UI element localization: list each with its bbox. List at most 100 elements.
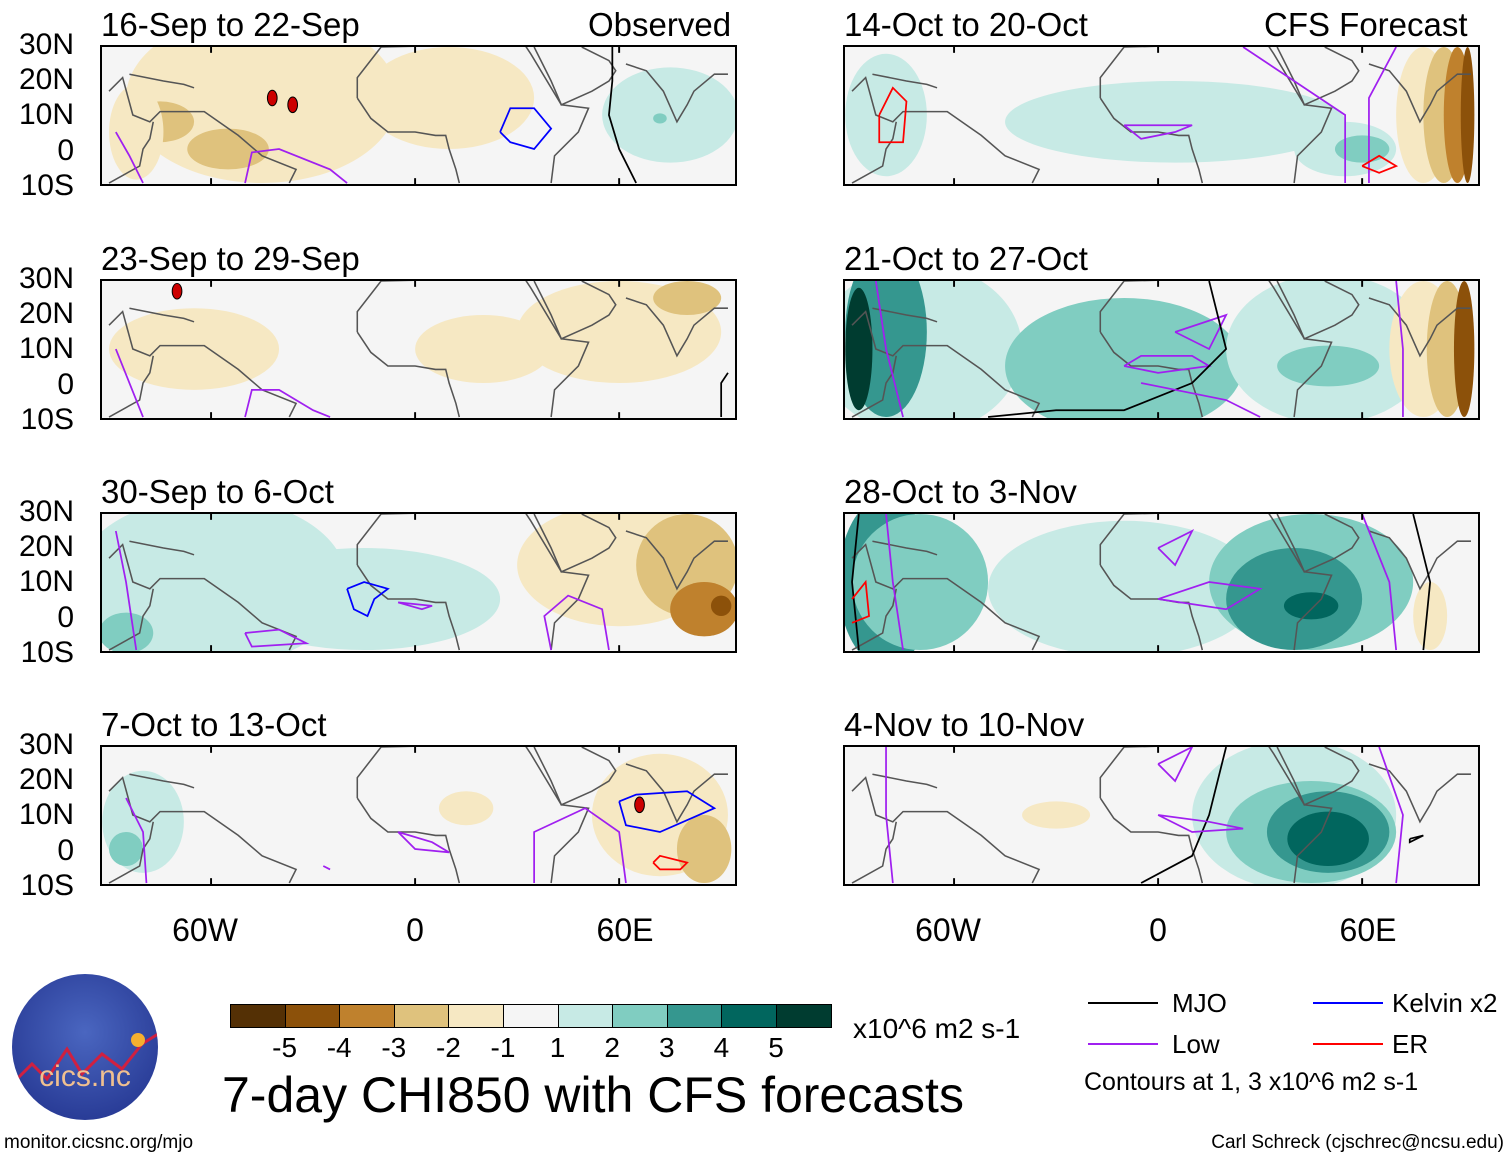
colorbar-label: 2 xyxy=(604,1032,620,1063)
lat-label: 20N xyxy=(18,763,74,797)
lat-label: 0 xyxy=(57,133,74,167)
anomaly-shading xyxy=(438,791,494,826)
coastline xyxy=(872,73,938,89)
anomaly-shading xyxy=(109,84,164,180)
legend-kelvin-line xyxy=(1313,1002,1383,1004)
map-panel xyxy=(843,279,1480,420)
panel-title: 14-Oct to 20-Oct xyxy=(844,6,1088,43)
wave-contour xyxy=(608,47,637,184)
anomaly-shading xyxy=(602,67,735,163)
coastline xyxy=(129,73,195,89)
wave-contour xyxy=(1123,354,1212,374)
coastline xyxy=(1368,297,1471,358)
panel-title: 28-Oct to 3-Nov xyxy=(844,473,1077,510)
colorbar-label: 3 xyxy=(659,1032,675,1063)
coastline xyxy=(851,776,1041,884)
wave-contour xyxy=(874,281,904,418)
lat-label: 30N xyxy=(18,262,74,295)
figure-title: 7-day CHI850 with CFS forecasts xyxy=(222,1067,964,1123)
colorbar-swatch xyxy=(557,1004,614,1028)
lat-label: 10S xyxy=(20,635,74,669)
coastline xyxy=(625,297,728,358)
logo-mountains xyxy=(12,1032,158,1086)
legend-low-line xyxy=(1088,1043,1158,1045)
observed-label: Observed xyxy=(588,6,732,43)
wave-contour xyxy=(720,372,729,418)
wave-contour xyxy=(499,107,553,151)
map-panel xyxy=(100,45,737,186)
coastline xyxy=(129,540,195,556)
colorbar-swatch xyxy=(776,1004,832,1028)
anomaly-shading xyxy=(102,612,154,651)
colorbar-label: 5 xyxy=(768,1032,784,1063)
coastline xyxy=(1099,281,1333,418)
lat-label: 0 xyxy=(57,367,74,401)
panel-title: 21-Oct to 27-Oct xyxy=(844,240,1088,277)
tropical-cyclone-icon xyxy=(171,282,183,300)
wave-contour xyxy=(1395,281,1404,418)
anomaly-shading xyxy=(228,548,501,651)
wave-contour xyxy=(1157,581,1263,611)
lon-label: 60E xyxy=(596,912,654,948)
wave-contour xyxy=(1157,747,1194,783)
tropical-cyclone-icon xyxy=(287,96,299,114)
anomaly-shading xyxy=(1277,345,1380,387)
coastline xyxy=(108,821,155,884)
lon-label: 0 xyxy=(1149,912,1167,948)
coastline xyxy=(108,76,298,184)
lat-label: 10N xyxy=(18,798,74,832)
wave-contour xyxy=(885,514,904,651)
coastline xyxy=(533,47,617,106)
lat-label: 30N xyxy=(18,28,74,61)
colorbar-swatch xyxy=(612,1004,668,1028)
wave-contour xyxy=(1157,529,1195,567)
coastline xyxy=(1099,514,1333,651)
colorbar-label: 1 xyxy=(549,1032,566,1063)
colorbar-swatch xyxy=(284,1004,341,1028)
footer-credit: Carl Schreck (cjschrec@ncsu.edu) xyxy=(1211,1132,1504,1153)
lon-label: 0 xyxy=(406,912,424,948)
lat-label: 30N xyxy=(18,728,74,761)
wave-contour xyxy=(1361,154,1399,174)
colorbar-swatch xyxy=(339,1004,395,1028)
forecast-label: CFS Forecast xyxy=(1264,6,1468,43)
coastline xyxy=(625,530,728,591)
coastline xyxy=(872,773,938,789)
wave-contour xyxy=(244,388,331,418)
coastline xyxy=(851,310,1041,418)
colorbar-swatch xyxy=(666,1004,723,1028)
coastline xyxy=(356,564,461,651)
coastline xyxy=(851,821,898,884)
cics-logo: cics.nc xyxy=(12,974,158,1120)
anomaly-shading xyxy=(852,514,989,651)
map-panel xyxy=(843,745,1480,886)
wave-contour xyxy=(115,131,144,184)
wave-contour xyxy=(397,601,433,611)
coastline xyxy=(851,355,898,418)
footer-url[interactable]: monitor.cicsnc.org/mjo xyxy=(4,1132,194,1153)
coastline xyxy=(533,747,617,806)
coastline xyxy=(625,763,728,824)
coastline xyxy=(1276,47,1360,106)
logo-text: cics.nc xyxy=(39,1060,131,1093)
wave-contour xyxy=(1140,747,1227,884)
wave-contour xyxy=(885,747,894,884)
anomaly-shading xyxy=(1453,281,1475,418)
lat-label: 10N xyxy=(18,565,74,599)
colorbar-swatch xyxy=(448,1004,504,1028)
anomaly-shading xyxy=(653,281,722,316)
wave-contour xyxy=(987,281,1228,418)
lat-label: 0 xyxy=(57,833,74,867)
anomaly-shading xyxy=(1334,135,1390,163)
coastline xyxy=(356,747,590,884)
wave-contour xyxy=(244,148,348,184)
wave-contour xyxy=(1412,514,1432,651)
coastline xyxy=(872,307,938,323)
wave-contour xyxy=(322,865,331,871)
wave-contour xyxy=(244,628,310,648)
wave-contour xyxy=(114,530,138,651)
lat-label: 10N xyxy=(18,332,74,366)
wave-contour xyxy=(115,348,144,418)
wave-contour xyxy=(1378,747,1404,884)
lat-label: 20N xyxy=(18,530,74,564)
